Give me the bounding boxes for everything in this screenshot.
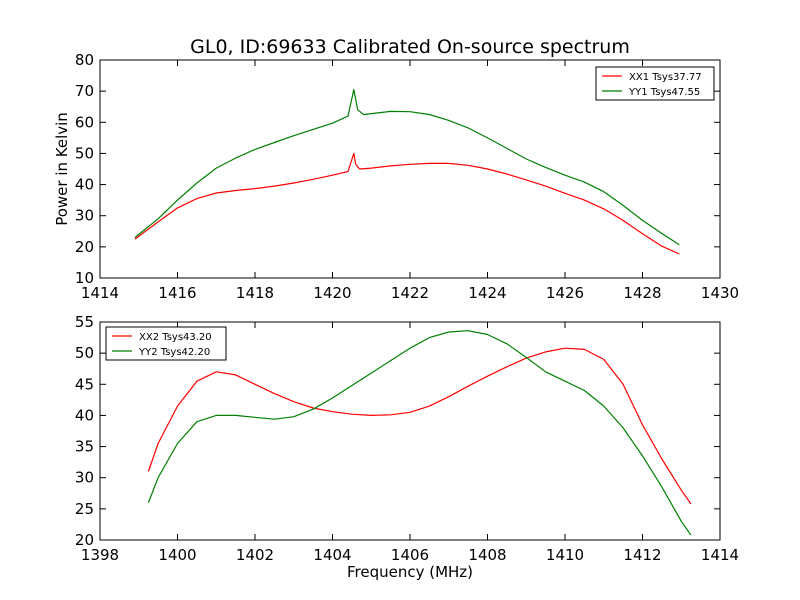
x-tick-label: 1408 bbox=[468, 546, 506, 564]
legend: XX2 Tsys43.20 YY2 Tsys42.20 bbox=[105, 326, 227, 361]
legend: XX1 Tsys37.77 YY1 Tsys47.55 bbox=[595, 66, 715, 101]
x-axis-label: Frequency (MHz) bbox=[347, 563, 473, 581]
x-tick-label: 1426 bbox=[546, 284, 584, 302]
x-tick-label: 1420 bbox=[313, 284, 351, 302]
y-tick-label: 35 bbox=[75, 438, 94, 456]
plot-frame bbox=[99, 321, 721, 541]
x-tick-label: 1414 bbox=[701, 546, 739, 564]
legend-box bbox=[595, 66, 715, 101]
legend-label: XX2 Tsys43.20 bbox=[139, 332, 212, 343]
legend-label: YY1 Tsys47.55 bbox=[628, 87, 700, 98]
x-tick-label: 1430 bbox=[701, 284, 739, 302]
x-tick-label: 1402 bbox=[236, 546, 274, 564]
y-tick-label: 25 bbox=[75, 500, 94, 518]
y-tick-label: 70 bbox=[75, 82, 94, 100]
x-tick-label: 1416 bbox=[158, 284, 196, 302]
x-tick-label: 1404 bbox=[313, 546, 351, 564]
y-tick-label: 20 bbox=[75, 238, 94, 256]
series-line-1 bbox=[147, 330, 692, 536]
bottom-spectrum-panel: 1398 1400 1402 1404 1406 1408 1410 1412 1414 20 25… bbox=[75, 313, 739, 564]
y-tick-label: 20 bbox=[75, 531, 94, 549]
y-tick-label: 45 bbox=[75, 375, 94, 393]
series-line-0 bbox=[134, 152, 680, 255]
y-tick-label: 10 bbox=[75, 269, 94, 287]
series-line-1 bbox=[134, 88, 680, 246]
y-tick-label: 80 bbox=[75, 51, 94, 69]
series-line-0 bbox=[147, 347, 692, 505]
y-tick-label: 60 bbox=[75, 113, 94, 131]
y-tick-label: 55 bbox=[75, 313, 94, 331]
x-tick-label: 1422 bbox=[391, 284, 429, 302]
x-tick-label: 1414 bbox=[81, 284, 119, 302]
y-tick-label: 30 bbox=[75, 207, 94, 225]
x-tick-label: 1428 bbox=[623, 284, 661, 302]
x-tick-label: 1398 bbox=[81, 546, 119, 564]
x-tick-label: 1410 bbox=[546, 546, 584, 564]
x-tick-label: 1400 bbox=[158, 546, 196, 564]
y-tick-label: 30 bbox=[75, 469, 94, 487]
x-tick-label: 1418 bbox=[236, 284, 274, 302]
figure-title: GL0, ID:69633 Calibrated On-source spect… bbox=[190, 36, 630, 58]
y-axis-label: Power in Kelvin bbox=[53, 112, 71, 226]
x-tick-label: 1424 bbox=[468, 284, 506, 302]
x-tick-label: 1406 bbox=[391, 546, 429, 564]
legend-box bbox=[105, 326, 227, 361]
plot-frame bbox=[99, 59, 721, 279]
x-tick-label: 1412 bbox=[623, 546, 661, 564]
legend-label: XX1 Tsys37.77 bbox=[629, 72, 702, 83]
top-spectrum-panel: 1414 1416 1418 1420 1422 1424 1426 1428 1430 10 20… bbox=[75, 51, 739, 302]
y-tick-label: 40 bbox=[75, 176, 94, 194]
legend-label: YY2 Tsys42.20 bbox=[138, 347, 210, 358]
y-tick-label: 50 bbox=[75, 344, 94, 362]
y-tick-label: 50 bbox=[75, 144, 94, 162]
y-tick-label: 40 bbox=[75, 406, 94, 424]
